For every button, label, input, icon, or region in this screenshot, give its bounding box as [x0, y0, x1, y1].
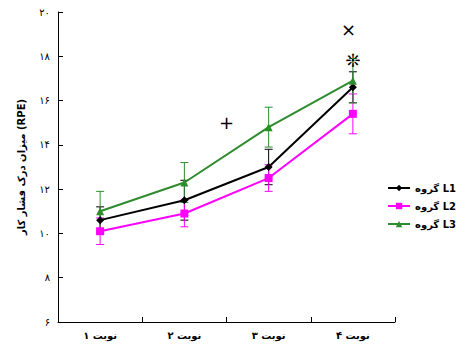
svg-text:×: × — [341, 19, 356, 40]
svg-text:۱۴: ۱۴ — [39, 139, 50, 150]
svg-text:۱۸: ۱۸ — [39, 51, 50, 62]
svg-text:+: + — [219, 112, 234, 133]
svg-text:گروه L1: گروه L1 — [415, 182, 456, 195]
svg-text:نوبت ۲: نوبت ۲ — [167, 330, 201, 342]
svg-text:۲۰: ۲۰ — [39, 7, 50, 18]
svg-text:۱۶: ۱۶ — [39, 95, 50, 106]
svg-text:❊: ❊ — [345, 50, 360, 71]
svg-text:نوبت ۱: نوبت ۱ — [83, 330, 117, 342]
svg-text:نوبت ۴: نوبت ۴ — [336, 330, 370, 342]
svg-text:۱۲: ۱۲ — [39, 184, 50, 195]
svg-text:میزان درک فشار کار (RPE): میزان درک فشار کار (RPE) — [16, 99, 28, 236]
svg-text:۸: ۸ — [45, 272, 51, 283]
svg-text:گروه L2: گروه L2 — [415, 200, 456, 213]
svg-text:گروه L3: گروه L3 — [415, 218, 456, 231]
svg-text:۱۰: ۱۰ — [39, 228, 50, 239]
svg-text:نوبت ۳: نوبت ۳ — [252, 330, 286, 342]
svg-text:۶: ۶ — [45, 317, 50, 328]
